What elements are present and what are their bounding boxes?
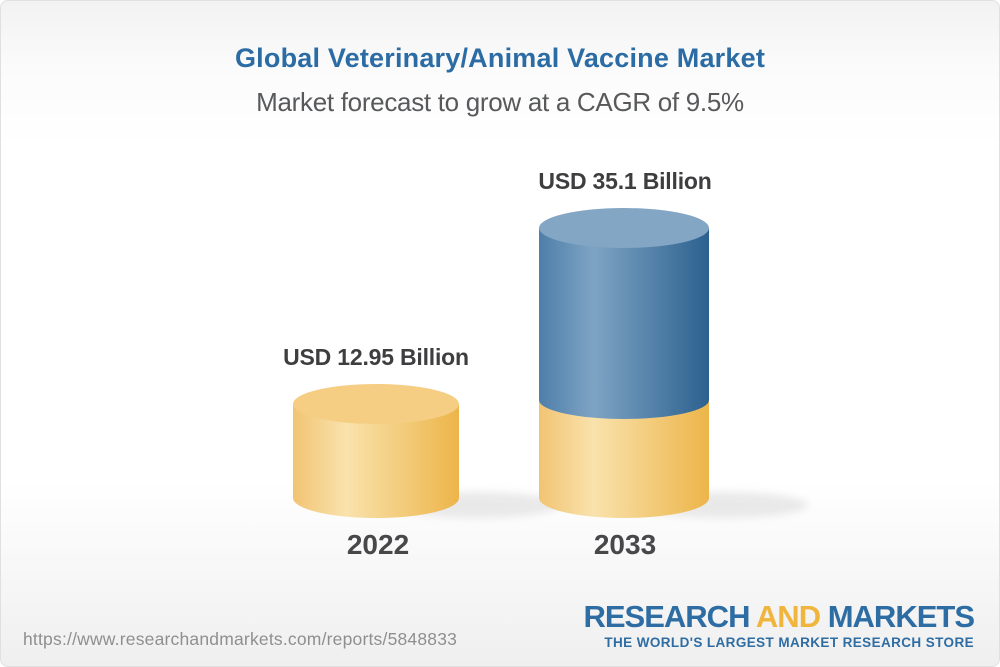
bar-2033-cylinder xyxy=(539,208,709,518)
logo-tagline: THE WORLD'S LARGEST MARKET RESEARCH STOR… xyxy=(604,635,974,650)
bar-2022-value-label: USD 12.95 Billion xyxy=(283,344,469,370)
logo-word-research: RESEARCH xyxy=(583,599,750,634)
chart-subtitle: Market forecast to grow at a CAGR of 9.5… xyxy=(256,87,744,117)
logo-word-markets: MARKETS xyxy=(827,599,975,634)
logo-word-and: AND xyxy=(755,599,821,634)
report-url-link[interactable]: https://www.researchandmarkets.com/repor… xyxy=(23,629,458,649)
bar-2033-year-label: 2033 xyxy=(593,529,657,560)
bar-2033-value-label: USD 35.1 Billion xyxy=(538,168,712,194)
logo-wordmark: RESEARCH AND MARKETS xyxy=(583,599,975,634)
chart-title: Global Veterinary/Animal Vaccine Market xyxy=(234,43,766,73)
bar-2022-year-label: 2022 xyxy=(346,529,410,560)
bar-2033-blue-segment xyxy=(539,208,709,419)
bar-2022-cylinder xyxy=(293,384,459,518)
research-and-markets-logo: RESEARCH AND MARKETS THE WORLD'S LARGEST… xyxy=(583,599,975,651)
